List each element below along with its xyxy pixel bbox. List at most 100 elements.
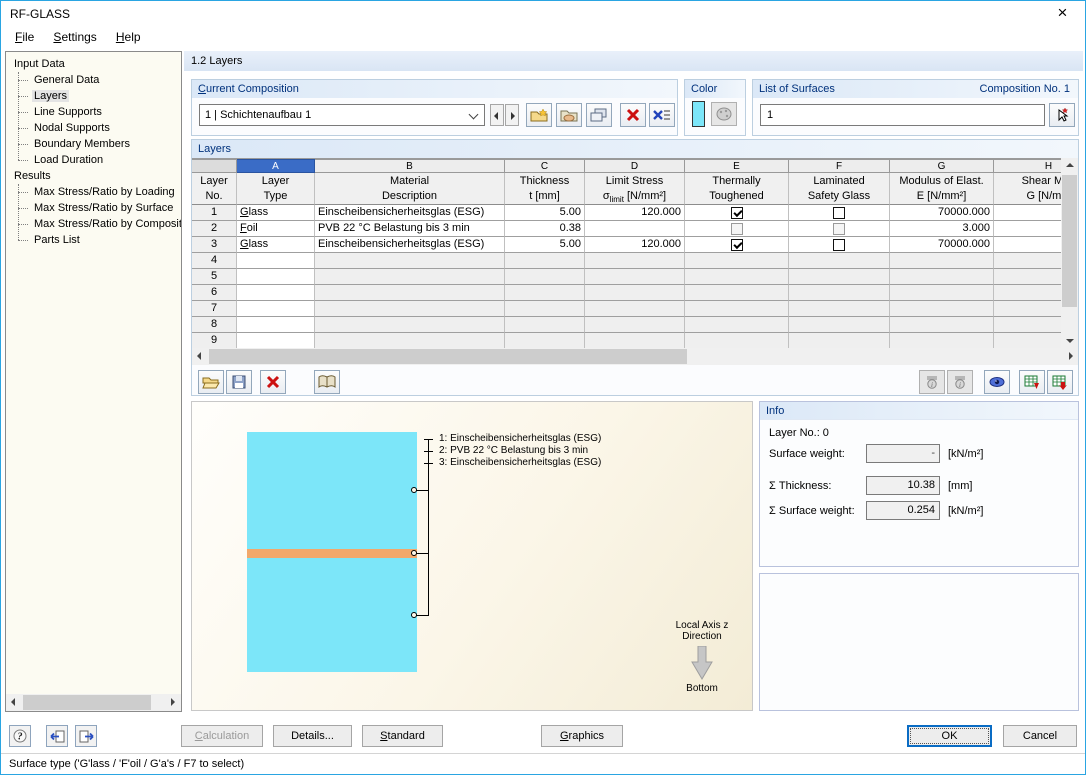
sum-thickness-label: Σ Thickness:	[769, 480, 832, 492]
layer-preview-panel: 1: Einscheibensicherheitsglas (ESG) 2: P…	[191, 401, 753, 711]
surface-weight-unit: [kN/m²]	[948, 448, 984, 460]
cancel-button[interactable]: Cancel	[1003, 725, 1077, 747]
row-number[interactable]: 1	[192, 205, 237, 221]
composition-select[interactable]: 1 | Schichtenaufbau 1	[199, 104, 485, 126]
tree-item-load-duration[interactable]: Load Duration	[10, 152, 181, 168]
tree-item-max-stress-loading[interactable]: Max Stress/Ratio by Loading	[10, 184, 181, 200]
cell-shear[interactable]: 284	[994, 237, 1061, 253]
column-letter-h[interactable]: H	[994, 159, 1061, 173]
cell-modulus[interactable]: 70000.000	[890, 237, 994, 253]
copy-composition-button[interactable]	[586, 103, 612, 127]
tree-item-parts-list[interactable]: Parts List	[10, 232, 181, 248]
info-layer-button[interactable]: i	[919, 370, 945, 394]
cell-modulus[interactable]: 3.000	[890, 221, 994, 237]
row-number[interactable]: 2	[192, 221, 237, 237]
surfaces-list-input[interactable]: 1	[760, 104, 1045, 126]
row-number[interactable]: 7	[192, 301, 237, 317]
cell-thickness[interactable]: 0.38	[505, 221, 585, 237]
tree-item-general-data[interactable]: General Data	[10, 72, 181, 88]
tree-item-nodal-supports[interactable]: Nodal Supports	[10, 120, 181, 136]
row-number[interactable]: 9	[192, 333, 237, 348]
menu-help[interactable]: Help	[115, 30, 141, 44]
graphics-button[interactable]: Graphics	[541, 725, 623, 747]
import-layers-button[interactable]	[198, 370, 224, 394]
cell-material[interactable]: PVB 22 °C Belastung bis 3 min	[315, 221, 505, 237]
tree-item-max-stress-surface[interactable]: Max Stress/Ratio by Surface	[10, 200, 181, 216]
menu-settings[interactable]: Settings	[53, 30, 97, 44]
row-number[interactable]: 3	[192, 237, 237, 253]
cell-limit-stress[interactable]: 120.000	[585, 205, 685, 221]
table-header-row: Layer No. Layer Type Material Description T…	[192, 173, 1061, 205]
table-row: 4	[192, 253, 1061, 269]
tree-item-boundary-members[interactable]: Boundary Members	[10, 136, 181, 152]
standard-button[interactable]: Standard	[362, 725, 443, 747]
tree-item-layers[interactable]: Layers	[10, 88, 181, 104]
column-letter-d[interactable]: D	[585, 159, 685, 173]
thermally-toughened-checkbox[interactable]	[730, 239, 743, 251]
column-letter-e[interactable]: E	[685, 159, 789, 173]
excel-import-button[interactable]	[1019, 370, 1045, 394]
save-layers-button[interactable]	[226, 370, 252, 394]
laminated-safety-checkbox[interactable]	[833, 223, 845, 235]
details-button[interactable]: Details...	[273, 725, 352, 747]
new-composition-button[interactable]	[526, 103, 552, 127]
ok-button[interactable]: OK	[907, 725, 992, 747]
tree-root-input-data[interactable]: Input Data	[14, 58, 65, 70]
scroll-left-icon[interactable]	[6, 694, 23, 711]
column-letter-a[interactable]: A	[237, 159, 315, 173]
next-window-button[interactable]	[75, 725, 97, 747]
composition-prev-button[interactable]	[490, 104, 504, 126]
composition-next-button[interactable]	[505, 104, 519, 126]
rename-composition-button[interactable]	[556, 103, 582, 127]
cell-limit-stress[interactable]: 120.000	[585, 237, 685, 253]
scroll-thumb[interactable]	[1062, 175, 1077, 307]
laminated-safety-checkbox[interactable]	[833, 207, 845, 219]
delete-layers-button[interactable]	[260, 370, 286, 394]
calculation-button[interactable]: Calculation	[181, 725, 263, 747]
cell-material[interactable]: Einscheibensicherheitsglas (ESG)	[315, 205, 505, 221]
delete-all-compositions-button[interactable]	[649, 103, 675, 127]
tree-root-results[interactable]: Results	[14, 170, 51, 182]
down-arrow-icon	[637, 645, 767, 683]
palette-button[interactable]	[711, 102, 737, 126]
excel-export-button[interactable]	[1047, 370, 1073, 394]
cell-shear[interactable]	[994, 221, 1061, 237]
tree-item-max-stress-composition[interactable]: Max Stress/Ratio by Composition	[10, 216, 181, 232]
previous-window-button[interactable]	[46, 725, 68, 747]
cell-shear[interactable]: 284	[994, 205, 1061, 221]
thermally-toughened-checkbox[interactable]	[730, 207, 743, 219]
material-library-button[interactable]	[314, 370, 340, 394]
sum-surface-weight-unit: [kN/m²]	[948, 505, 984, 517]
close-icon[interactable]: ×	[1057, 3, 1068, 22]
table-vscrollbar[interactable]	[1061, 158, 1078, 348]
cell-thickness[interactable]: 5.00	[505, 237, 585, 253]
sidebar-hscrollbar[interactable]	[6, 694, 181, 711]
cell-limit-stress[interactable]	[585, 221, 685, 237]
row-number[interactable]: 5	[192, 269, 237, 285]
row-number[interactable]: 4	[192, 253, 237, 269]
column-letter-b[interactable]: B	[315, 159, 505, 173]
comment-panel	[759, 573, 1079, 711]
cell-thickness[interactable]: 5.00	[505, 205, 585, 221]
select-surfaces-button[interactable]	[1049, 103, 1075, 127]
thermally-toughened-checkbox[interactable]	[730, 223, 743, 235]
info-composition-button[interactable]: i	[947, 370, 973, 394]
column-letter-g[interactable]: G	[890, 159, 994, 173]
table-hscrollbar[interactable]	[192, 348, 1078, 365]
laminated-safety-checkbox[interactable]	[833, 239, 845, 251]
delete-composition-button[interactable]	[620, 103, 646, 127]
help-button[interactable]: ?	[9, 725, 31, 747]
column-letter-f[interactable]: F	[789, 159, 890, 173]
status-bar: Surface type ('G'lass / 'F'oil / G'a's /…	[1, 753, 1085, 774]
menu-file[interactable]: File	[15, 30, 35, 44]
scroll-thumb[interactable]	[209, 349, 687, 364]
cell-material[interactable]: Einscheibensicherheitsglas (ESG)	[315, 237, 505, 253]
row-number[interactable]: 6	[192, 285, 237, 301]
tree-item-line-supports[interactable]: Line Supports	[10, 104, 181, 120]
cell-modulus[interactable]: 70000.000	[890, 205, 994, 221]
row-number[interactable]: 8	[192, 317, 237, 333]
column-letter-c[interactable]: C	[505, 159, 585, 173]
scroll-thumb[interactable]	[23, 695, 151, 710]
view-button[interactable]	[984, 370, 1010, 394]
scroll-right-icon[interactable]	[164, 694, 181, 711]
